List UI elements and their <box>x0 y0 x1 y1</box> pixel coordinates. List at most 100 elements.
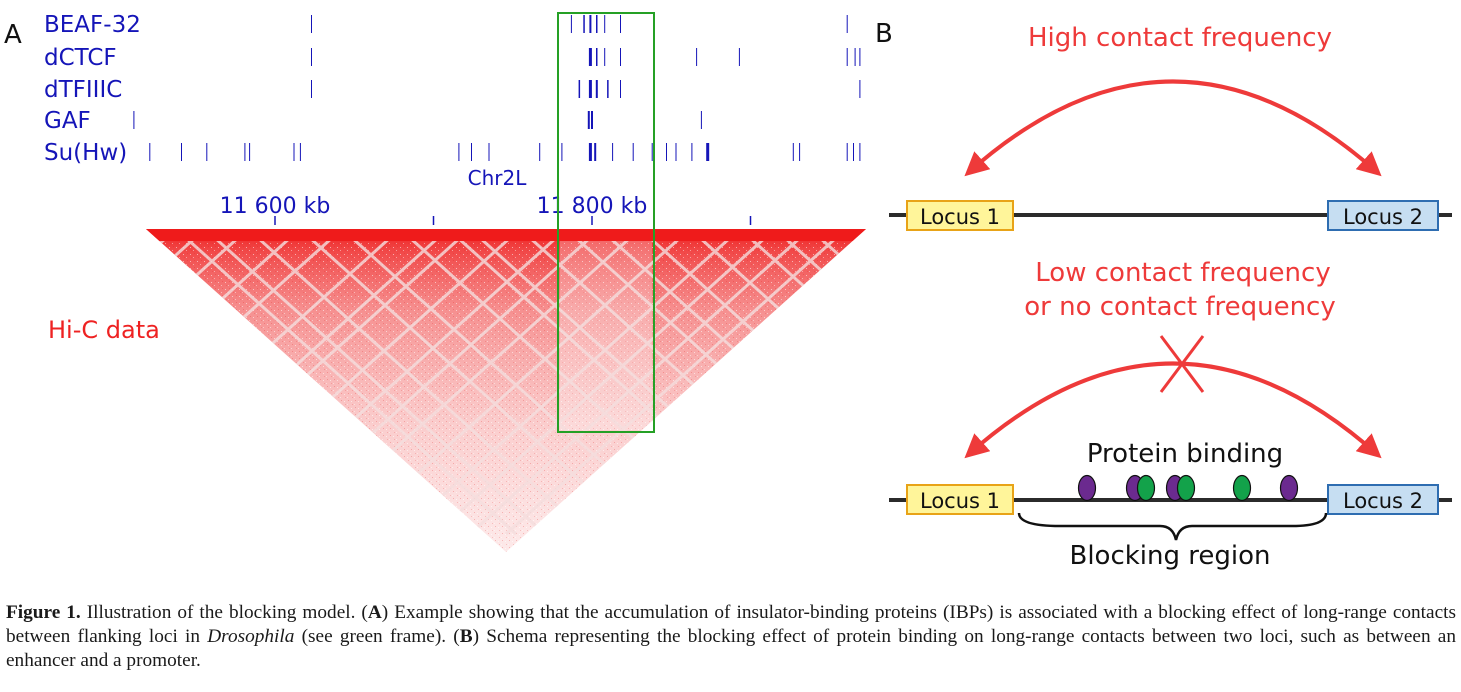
hic-stripe <box>468 229 812 536</box>
low-contact-label-2: or no contact frequency <box>1024 292 1335 322</box>
hic-stripe <box>146 229 178 536</box>
hic-stripe <box>433 229 777 536</box>
low-contact-diagram: Low contact frequency or no contact freq… <box>889 258 1452 571</box>
binding-peak-mark <box>859 80 861 98</box>
binding-peak-mark <box>311 15 312 33</box>
hic-stripe <box>146 229 344 536</box>
binding-peak-mark <box>587 111 590 129</box>
binding-peak-mark <box>293 143 295 161</box>
caption-panel-a: A <box>367 602 382 623</box>
binding-peak-mark <box>588 143 592 161</box>
binding-peak-mark <box>859 48 861 66</box>
blocking-region-label: Blocking region <box>1069 541 1270 571</box>
green-protein <box>1176 474 1196 502</box>
binding-peak-mark <box>206 143 208 161</box>
binding-peak-mark <box>607 80 609 98</box>
binding-peak-mark <box>738 48 740 66</box>
binding-peak-mark <box>846 48 848 66</box>
binding-peak-mark <box>595 80 598 98</box>
hic-stripe <box>146 229 207 536</box>
track-label: dTFIIIC <box>44 77 122 103</box>
protein-binding-label: Protein binding <box>1087 439 1283 469</box>
binding-peak-mark <box>696 48 698 66</box>
green-protein <box>1136 474 1156 502</box>
panel-b-label: B <box>875 19 893 49</box>
binding-peak-mark <box>620 48 621 66</box>
low-contact-label-1: Low contact frequency <box>1035 258 1330 288</box>
binding-peak-mark <box>604 15 606 33</box>
hic-stripe <box>203 229 547 536</box>
binding-peak-mark <box>706 143 710 161</box>
binding-peak-mark <box>591 111 593 129</box>
figure: A BEAF-32 dCTCF dTFIIIC GAF Su(Hw) Chr2L 11 … <box>4 12 1452 571</box>
track-labels: BEAF-32 dCTCF dTFIIIC GAF Su(Hw) <box>44 12 141 166</box>
chromosome-label: Chr2L <box>468 166 528 190</box>
caption-panel-b: B <box>459 626 473 647</box>
figure-caption: Figure 1. Illustration of the blocking m… <box>6 601 1456 673</box>
binding-peak-mark <box>539 143 541 161</box>
green-frame <box>557 12 655 433</box>
hic-stripe <box>504 229 848 536</box>
binding-peak-mark <box>675 143 677 161</box>
binding-peak-mark <box>181 143 182 161</box>
binding-peak-mark <box>488 143 490 161</box>
binding-peak-mark <box>799 143 801 161</box>
bound-proteins <box>1077 474 1299 502</box>
locus-2-label-bottom: Locus 2 <box>1343 489 1423 513</box>
binding-peak-mark <box>133 111 135 129</box>
binding-peak-mark <box>149 143 151 161</box>
binding-peak-mark <box>792 143 794 161</box>
hic-stripe <box>146 229 302 536</box>
binding-peak-mark <box>596 15 598 33</box>
panel-a-label: A <box>4 20 22 50</box>
locus-2-label-top: Locus 2 <box>1343 205 1423 229</box>
caption-text-4: ) Schema representing the blocking effec… <box>6 626 1456 671</box>
blocked-cross-icon <box>1159 335 1205 393</box>
scale-label: 11 600 kb <box>220 194 331 219</box>
locus-1-box-bottom <box>906 484 1014 515</box>
binding-peak-mark <box>691 143 693 161</box>
locus-1-box-top <box>906 200 1014 231</box>
binding-peak-mark <box>299 143 301 161</box>
binding-peak-mark <box>846 143 848 161</box>
contact-arrow-top <box>964 79 1382 177</box>
binding-peak-mark <box>612 143 614 161</box>
hic-stripe <box>738 229 866 536</box>
binding-peak-mark <box>583 15 585 33</box>
contact-arrow-bottom <box>964 361 1382 459</box>
scale-label: 11 800 kb <box>537 194 648 219</box>
track-label: GAF <box>44 108 91 134</box>
binding-peak-mark <box>594 143 597 161</box>
figure-canvas: A BEAF-32 dCTCF dTFIIIC GAF Su(Hw) Chr2L 11 … <box>4 12 1452 571</box>
binding-peak-mark <box>311 48 312 66</box>
hic-stripe <box>246 229 590 536</box>
binding-peak-mark <box>620 15 621 33</box>
caption-figure-number: Figure 1. <box>6 602 81 623</box>
track-label: Su(Hw) <box>44 140 127 166</box>
track-marks <box>133 15 861 161</box>
locus-2-box-top <box>1327 200 1439 231</box>
high-contact-diagram: High contact frequency Locus 1 Locus 2 <box>889 23 1452 231</box>
binding-peak-mark <box>311 80 312 98</box>
purple-protein <box>1077 474 1097 502</box>
track-label: BEAF-32 <box>44 12 141 38</box>
binding-peak-mark <box>666 143 667 161</box>
binding-peak-mark <box>458 143 460 161</box>
track-label: dCTCF <box>44 45 117 71</box>
binding-peak-mark <box>561 143 563 161</box>
locus-1-label-bottom: Locus 1 <box>920 489 1000 513</box>
binding-peak-mark <box>846 15 848 33</box>
binding-peak-mark <box>249 143 251 161</box>
binding-peak-mark <box>589 15 592 33</box>
binding-peak-mark <box>471 143 472 161</box>
binding-peak-mark <box>596 48 598 66</box>
binding-peak-mark <box>859 143 861 161</box>
binding-peak-mark <box>651 143 653 161</box>
binding-peak-mark <box>588 48 592 66</box>
binding-peak-mark <box>853 143 854 161</box>
binding-peak-mark <box>854 48 856 66</box>
green-protein <box>1232 474 1252 502</box>
caption-text-2: ) Example showing that the accumulation … <box>6 602 1457 647</box>
binding-peak-mark <box>620 80 621 98</box>
purple-protein <box>1279 474 1299 502</box>
